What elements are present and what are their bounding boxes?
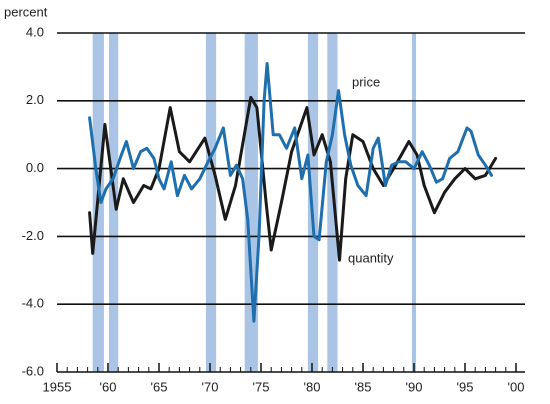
shaded-period [109,33,119,372]
y-tick-label: -6.0 [22,363,44,378]
x-tick-label: '00 [508,379,525,394]
x-tick-label: '70 [202,379,219,394]
x-tick-label: '90 [406,379,423,394]
x-tick-label: '95 [457,379,474,394]
data-line [88,62,493,323]
x-tick-label: 1955 [43,379,72,394]
y-tick-label: -4.0 [22,296,44,311]
shaded-period [327,33,338,372]
x-tick-label: '65 [151,379,168,394]
x-tick-label: '85 [355,379,372,394]
shaded-period [411,33,417,372]
series-label: quantity [348,250,394,265]
x-tick-label: '80 [304,379,321,394]
data-line [88,95,498,262]
series-label: price [352,74,380,89]
y-tick-label: -2.0 [22,228,44,243]
y-tick-label: 4.0 [26,24,44,39]
y-tick-label: 2.0 [26,92,44,107]
shaded-period [205,33,217,372]
y-tick-label: 0.0 [26,160,44,175]
x-tick-label: '75 [253,379,270,394]
x-tick-label: '60 [100,379,117,394]
shaded-period [307,33,319,372]
y-axis-label: percent [4,4,48,19]
